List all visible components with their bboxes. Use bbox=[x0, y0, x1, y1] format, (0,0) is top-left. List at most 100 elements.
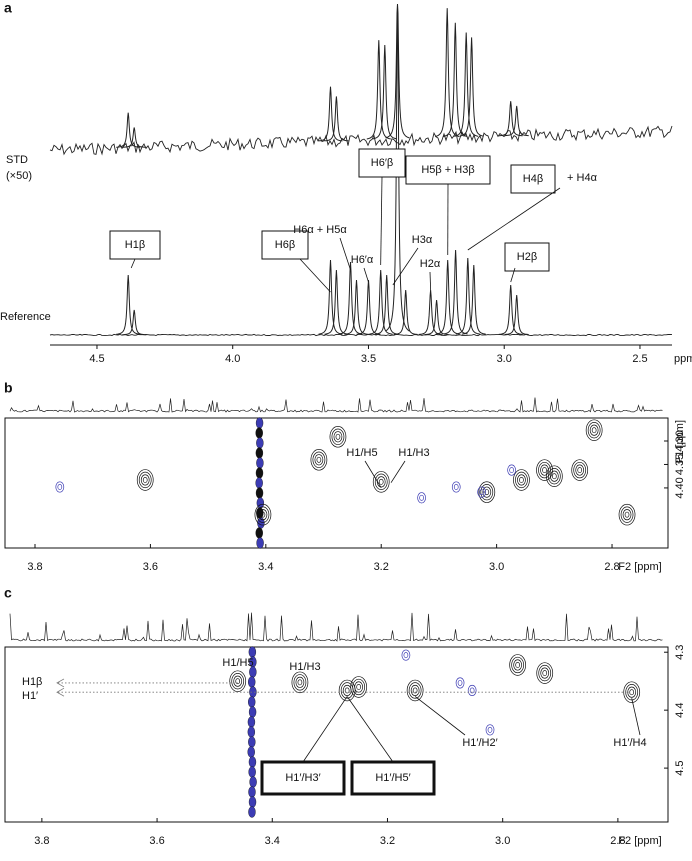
plot-frame bbox=[5, 418, 668, 548]
cross-peak bbox=[510, 655, 526, 676]
series-label: Reference bbox=[0, 311, 51, 323]
contour bbox=[339, 680, 355, 701]
projection-trace bbox=[10, 613, 663, 641]
cross-peak bbox=[572, 460, 588, 481]
peak-label: H1′/H3′ bbox=[285, 772, 320, 784]
x-tick-label: 3.2 bbox=[374, 561, 389, 573]
peak bbox=[116, 275, 140, 334]
contour bbox=[58, 484, 62, 489]
cross-peak bbox=[452, 482, 460, 492]
peak bbox=[462, 265, 486, 334]
contour bbox=[479, 482, 495, 503]
cross-peak bbox=[513, 470, 529, 491]
peak-label: H2β bbox=[517, 251, 537, 263]
contour bbox=[510, 467, 514, 472]
contour bbox=[351, 677, 367, 698]
peak-label: H4β bbox=[523, 173, 543, 185]
contour bbox=[56, 482, 64, 492]
x-axis-label: F2 [ppm] bbox=[618, 835, 661, 847]
cross-peak bbox=[292, 672, 308, 693]
contour bbox=[514, 660, 522, 670]
pointer bbox=[131, 259, 135, 268]
ridge-contour bbox=[256, 428, 263, 439]
projection-trace bbox=[10, 398, 663, 413]
x-tick-label: 3.4 bbox=[258, 561, 273, 573]
contour bbox=[541, 668, 549, 678]
peak bbox=[324, 270, 348, 334]
y-tick-label: 4.40 bbox=[674, 477, 686, 498]
x-axis-label: F2 [ppm] bbox=[618, 561, 661, 573]
cross-peak bbox=[456, 678, 464, 688]
contour bbox=[552, 474, 556, 479]
contour bbox=[407, 680, 423, 701]
ridge-contour bbox=[248, 727, 255, 738]
cross-peak bbox=[330, 426, 346, 447]
x-tick-label: 3.2 bbox=[380, 835, 395, 847]
peak-label: H6α + H5α bbox=[293, 224, 347, 236]
contour bbox=[334, 432, 342, 442]
x-tick-label: 3.6 bbox=[143, 561, 158, 573]
contour bbox=[456, 678, 464, 688]
peak-label: H1′/H5′ bbox=[375, 772, 410, 784]
ridge-contour bbox=[248, 677, 255, 688]
cross-peak bbox=[339, 680, 355, 701]
contour bbox=[550, 471, 558, 481]
peak-label: H2α bbox=[420, 258, 441, 270]
contour bbox=[411, 685, 419, 695]
cross-peak bbox=[537, 663, 553, 684]
cross-peak bbox=[402, 650, 410, 660]
contour bbox=[357, 684, 361, 689]
ridge-contour bbox=[248, 787, 255, 798]
x-axis-label: ppm bbox=[674, 353, 692, 365]
cross-peak bbox=[373, 471, 389, 492]
pointer bbox=[303, 696, 347, 762]
cross-peak bbox=[508, 465, 516, 475]
x-tick-label: 3.0 bbox=[497, 353, 512, 365]
peak bbox=[345, 280, 369, 334]
peak-label: H3α bbox=[412, 234, 433, 246]
cross-peak bbox=[586, 420, 602, 441]
contour bbox=[625, 512, 629, 517]
contour bbox=[355, 682, 363, 692]
ridge-contour bbox=[256, 478, 263, 489]
ridge-contour bbox=[249, 767, 256, 778]
x-tick-label: 4.5 bbox=[89, 353, 104, 365]
peak-label: H6β bbox=[275, 239, 295, 251]
x-tick-label: 3.0 bbox=[495, 835, 510, 847]
contour bbox=[404, 653, 408, 658]
contour bbox=[377, 477, 385, 487]
contour bbox=[513, 470, 529, 491]
ridge-contour bbox=[257, 538, 264, 549]
contour bbox=[541, 465, 549, 475]
y-tick-label: 4.4 bbox=[674, 703, 686, 718]
contour bbox=[486, 725, 494, 735]
pointer bbox=[430, 272, 431, 290]
ridge-contour bbox=[250, 777, 257, 788]
contour bbox=[230, 671, 246, 692]
ridge-contour bbox=[249, 707, 256, 718]
cross-peak bbox=[56, 482, 64, 492]
y-axis-label: F1 [ppm] bbox=[674, 420, 686, 463]
ridge-contour bbox=[256, 418, 263, 429]
pointer bbox=[381, 177, 382, 265]
x-tick-label: 3.5 bbox=[361, 353, 376, 365]
x-tick-label: 3.8 bbox=[34, 835, 49, 847]
contour bbox=[330, 426, 346, 447]
y-tick-label: 4.5 bbox=[674, 760, 686, 775]
pointer bbox=[347, 696, 393, 762]
contour bbox=[590, 425, 598, 435]
ridge-contour bbox=[248, 697, 255, 708]
cross-peak bbox=[311, 449, 327, 470]
ridge-contour bbox=[256, 438, 263, 449]
peak-label: H1β bbox=[22, 676, 42, 688]
contour bbox=[578, 467, 582, 472]
contour bbox=[537, 663, 553, 684]
contour bbox=[379, 479, 383, 484]
y-tick-label: 4.3 bbox=[674, 645, 686, 660]
peak bbox=[324, 96, 348, 140]
x-tick-label: 2.5 bbox=[632, 353, 647, 365]
contour bbox=[488, 727, 492, 732]
ridge-contour bbox=[248, 737, 255, 748]
contour bbox=[623, 509, 631, 519]
pointer bbox=[364, 268, 368, 282]
